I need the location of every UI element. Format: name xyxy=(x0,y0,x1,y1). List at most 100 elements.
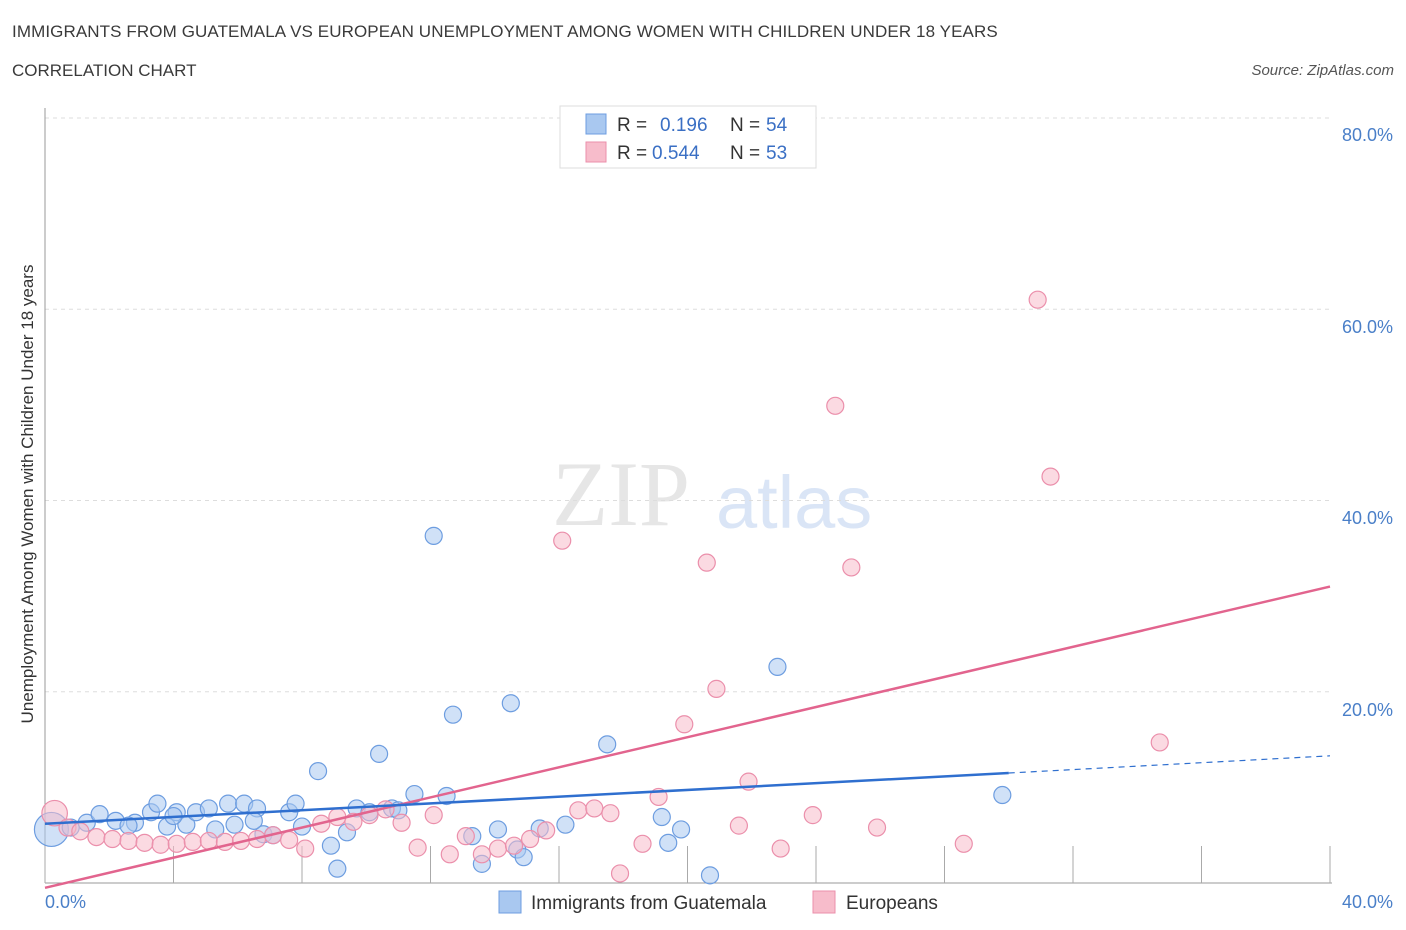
data-point xyxy=(119,831,138,851)
data-point xyxy=(697,553,716,572)
data-point xyxy=(501,694,520,713)
trend-line-guatemala-extension xyxy=(1008,755,1331,774)
data-point xyxy=(652,807,671,827)
chart-subtitle: CORRELATION CHART xyxy=(12,61,197,80)
legend-n-value: 54 xyxy=(766,115,788,136)
data-point xyxy=(286,794,305,813)
data-point xyxy=(370,744,389,764)
data-point xyxy=(456,827,475,846)
legend-n-value: 53 xyxy=(766,143,787,164)
data-point xyxy=(993,785,1012,805)
data-point xyxy=(167,834,186,853)
x-tick-label: 40.0% xyxy=(1342,892,1393,912)
gridlines xyxy=(45,117,1330,693)
data-point xyxy=(296,839,315,858)
data-point xyxy=(768,657,787,676)
legend-swatch-guatemala xyxy=(585,113,607,135)
data-point xyxy=(803,806,822,825)
data-point xyxy=(569,801,588,820)
data-point xyxy=(556,815,575,834)
data-point xyxy=(151,835,170,854)
data-point xyxy=(954,834,973,853)
data-point xyxy=(87,827,106,847)
data-point xyxy=(280,830,299,850)
legend-swatch-europeans xyxy=(585,141,607,163)
data-point xyxy=(41,799,68,827)
data-point xyxy=(183,832,202,851)
watermark-atlas: atlas xyxy=(716,461,872,544)
axes xyxy=(44,108,1332,884)
data-point xyxy=(103,829,122,849)
data-point xyxy=(598,735,617,754)
legend-bottom: Immigrants from Guatemala Europeans xyxy=(498,890,938,914)
data-point xyxy=(610,864,630,883)
data-point xyxy=(424,806,443,825)
data-point xyxy=(707,679,726,698)
legend-swatch-guatemala xyxy=(498,890,522,914)
source-credit: Source: ZipAtlas.com xyxy=(1251,62,1394,79)
data-point xyxy=(308,762,328,781)
data-point xyxy=(700,866,720,885)
y-tick-label: 80.0% xyxy=(1342,125,1393,145)
y-tick-label: 60.0% xyxy=(1342,317,1393,337)
data-point xyxy=(659,833,678,852)
data-point xyxy=(219,794,238,813)
data-point xyxy=(472,845,491,864)
data-point xyxy=(199,799,218,818)
y-tick-label: 20.0% xyxy=(1342,700,1393,720)
data-point xyxy=(842,558,861,577)
trend-lines xyxy=(44,585,1331,889)
data-point xyxy=(553,531,572,550)
legend-r-value: 0.196 xyxy=(660,115,708,136)
data-point xyxy=(321,836,341,855)
data-point xyxy=(601,804,620,823)
data-point xyxy=(1150,733,1169,752)
data-point xyxy=(392,813,411,832)
data-point xyxy=(867,818,887,837)
data-point xyxy=(826,396,845,415)
data-point xyxy=(633,834,652,853)
data-point xyxy=(671,820,691,839)
data-point xyxy=(675,715,694,734)
legend-swatch-europeans xyxy=(812,890,836,914)
data-point xyxy=(771,839,790,858)
y-tick-label: 40.0% xyxy=(1342,508,1393,528)
legend-top: R = 0.196 N = 54 R = 0.544 N = 53 xyxy=(559,105,817,169)
data-point xyxy=(1028,290,1047,309)
data-point xyxy=(488,820,508,839)
data-point xyxy=(408,838,427,857)
data-point xyxy=(729,816,749,835)
data-point xyxy=(405,784,424,804)
data-point xyxy=(328,859,347,878)
data-point xyxy=(1041,467,1060,486)
data-point xyxy=(244,811,263,830)
legend-label-europeans: Europeans xyxy=(846,893,938,914)
watermark: ZIP atlas xyxy=(552,443,872,545)
data-point xyxy=(488,839,508,858)
watermark-zip: ZIP xyxy=(552,443,690,545)
x-tick-marks xyxy=(44,846,1331,883)
data-point xyxy=(71,822,90,841)
data-point xyxy=(440,845,459,864)
trend-line-europeans xyxy=(44,585,1331,889)
legend-r-label: R = xyxy=(617,115,647,136)
data-point xyxy=(225,815,244,834)
data-point xyxy=(135,833,154,852)
data-point xyxy=(504,836,524,855)
data-point xyxy=(537,821,556,840)
trend-line-guatemala xyxy=(44,771,1009,825)
data-point xyxy=(520,829,540,849)
legend-n-label: N = xyxy=(730,143,760,164)
data-point xyxy=(585,799,604,818)
legend-r-value: 0.544 xyxy=(652,143,700,164)
x-tick-label: 0.0% xyxy=(45,892,86,912)
legend-r-label: R = xyxy=(617,143,647,164)
y-axis-label: Unemployment Among Women with Children U… xyxy=(18,265,37,724)
legend-label-guatemala: Immigrants from Guatemala xyxy=(531,893,767,914)
data-point xyxy=(90,805,109,824)
data-point xyxy=(148,794,167,813)
chart-title: IMMIGRANTS FROM GUATEMALA VS EUROPEAN UN… xyxy=(12,22,998,41)
series-guatemala-points xyxy=(33,526,1012,885)
data-point xyxy=(443,705,463,724)
